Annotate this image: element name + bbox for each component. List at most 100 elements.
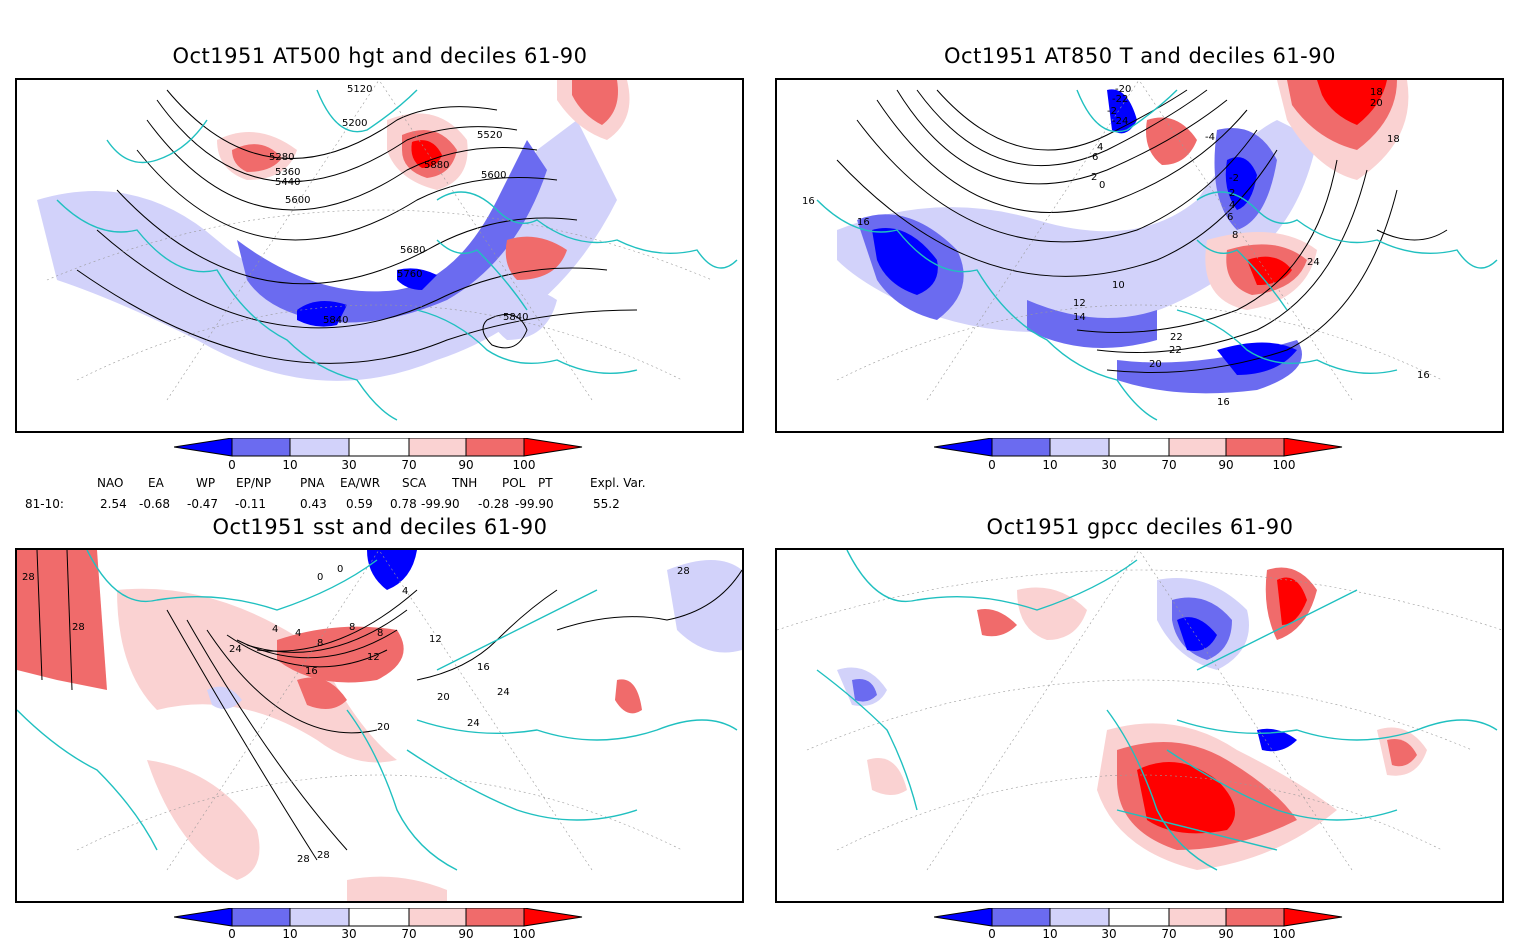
- contour-label: 2: [1229, 188, 1235, 199]
- colorbar-tick: 70: [1161, 927, 1176, 940]
- contour-label: 5880: [424, 160, 449, 171]
- colorbar-tick: 0: [228, 458, 236, 470]
- contour-label: -20: [1115, 84, 1131, 95]
- contour-label: 16: [477, 662, 490, 673]
- contour-label: -24: [1112, 116, 1128, 127]
- colorbar-bottom-left: 0 10 30 70 90 100: [174, 908, 583, 940]
- contour-label: -22: [1112, 94, 1128, 105]
- colorbar-tick: 30: [341, 458, 356, 470]
- contour-label: 2: [1091, 172, 1097, 183]
- contour-label: 8: [317, 638, 323, 649]
- map-at500-svg: 5120 5200 5280 5360 5440 5520 5600 5680 …: [17, 80, 742, 431]
- contour-label: 4: [295, 628, 301, 639]
- contour-label: 20: [437, 692, 450, 703]
- contour-label: 4: [1229, 200, 1235, 211]
- contour-label: 5280: [269, 152, 294, 163]
- contour-label: 5200: [342, 118, 367, 129]
- contour-label: 28: [297, 854, 310, 865]
- panel-title-at500: Oct1951 AT500 hgt and deciles 61-90: [172, 44, 588, 68]
- colorbar-tick: 0: [228, 927, 236, 940]
- colorbar-tick: 70: [401, 458, 416, 470]
- index-value: 55.2: [593, 497, 620, 511]
- index-value: -99.90: [421, 497, 460, 511]
- panel-title-gpcc: Oct1951 gpcc deciles 61-90: [986, 515, 1294, 539]
- contour-label: 6: [1092, 152, 1098, 163]
- panel-title-at850: Oct1951 AT850 T and deciles 61-90: [944, 44, 1336, 68]
- contour-label: 4: [272, 624, 278, 635]
- contour-label: 0: [337, 564, 343, 575]
- contour-label: 20: [377, 722, 390, 733]
- colorbar-tick: 100: [1273, 458, 1296, 470]
- index-value: 0.43: [300, 497, 327, 511]
- colorbar-tick: 10: [282, 458, 297, 470]
- contour-label: 5600: [285, 195, 310, 206]
- map-at850-svg: -20 -22 -24 -2 0 2 4 6 8 10 12 14 16 18 …: [802, 80, 1498, 421]
- contour-label: 20: [1149, 359, 1162, 370]
- contour-label: 5440: [275, 177, 300, 188]
- index-value: -99.90: [515, 497, 554, 511]
- contour-label: 24: [467, 718, 480, 729]
- contour-label: 8: [349, 622, 355, 633]
- index-header: PNA: [300, 476, 325, 490]
- contour-label: 5760: [397, 269, 422, 280]
- index-value: -0.11: [235, 497, 267, 511]
- map-sst-svg: 28 28 24 20 16 12 8 4 8 4 0 0 4 8 12 20 …: [17, 550, 742, 901]
- contour-label: 5600: [481, 170, 506, 181]
- index-header: POL: [502, 476, 526, 490]
- contour-label: 4: [1097, 142, 1103, 153]
- index-header: PT: [538, 476, 553, 490]
- colorbar-tick: 70: [1161, 458, 1176, 470]
- contour-label: 28: [72, 622, 85, 633]
- contour-label: 16: [1417, 370, 1430, 381]
- contour-label: 28: [677, 566, 690, 577]
- colorbar-tick: 90: [458, 927, 473, 940]
- contour-label: 14: [1073, 312, 1086, 323]
- contour-label: 8: [1232, 230, 1238, 241]
- index-value: -0.68: [139, 497, 171, 511]
- colorbar-tick: 10: [282, 927, 297, 940]
- colorbar-tick: 10: [1042, 458, 1057, 470]
- contour-label: 5840: [323, 315, 348, 326]
- map-at500: 5120 5200 5280 5360 5440 5520 5600 5680 …: [15, 78, 744, 433]
- colorbar-top-left: 0 10 30 70 90 100: [174, 438, 583, 470]
- index-value: -0.47: [187, 497, 219, 511]
- contour-label: 0: [1099, 180, 1105, 191]
- contour-label: 16: [802, 196, 815, 207]
- colorbar-tick: 100: [513, 927, 536, 940]
- map-gpcc-svg: [777, 550, 1502, 871]
- contour-label: 8: [377, 628, 383, 639]
- contour-label: 18: [1370, 87, 1383, 98]
- contour-label: 16: [305, 666, 318, 677]
- colorbar-tick: 70: [401, 927, 416, 940]
- panel-title-sst: Oct1951 sst and deciles 61-90: [212, 515, 548, 539]
- contour-label: 5520: [477, 130, 502, 141]
- index-value: 2.54: [100, 497, 127, 511]
- contour-label: 5840: [503, 312, 528, 323]
- index-header: SCA: [402, 476, 427, 490]
- index-value: 0.59: [346, 497, 373, 511]
- map-sst: 28 28 24 20 16 12 8 4 8 4 0 0 4 8 12 20 …: [15, 548, 744, 903]
- contour-label: 22: [1170, 332, 1183, 343]
- index-value: -0.28: [478, 497, 510, 511]
- contour-label: 12: [367, 652, 380, 663]
- contour-label: 16: [1217, 397, 1230, 408]
- contour-label: 6: [1227, 212, 1233, 223]
- contour-label: 24: [497, 687, 510, 698]
- contour-label: 20: [1370, 98, 1383, 109]
- colorbar-tick: 10: [1042, 927, 1057, 940]
- index-header: EA: [148, 476, 164, 490]
- contour-label: 5680: [400, 245, 425, 256]
- colorbar-tick: 100: [513, 458, 536, 470]
- contour-label: 5120: [347, 84, 372, 95]
- contour-label: 24: [229, 644, 242, 655]
- colorbar-tick: 30: [341, 927, 356, 940]
- colorbar-bottom-right: 0 10 30 70 90 100: [934, 908, 1343, 940]
- map-at850: -20 -22 -24 -2 0 2 4 6 8 10 12 14 16 18 …: [775, 78, 1504, 433]
- contour-label: 12: [429, 634, 442, 645]
- index-header: TNH: [452, 476, 478, 490]
- colorbar-tick: 100: [1273, 927, 1296, 940]
- contour-label: 12: [1073, 298, 1086, 309]
- contour-label: 0: [317, 572, 323, 583]
- contour-label: 28: [22, 572, 35, 583]
- contour-label: 4: [402, 586, 408, 597]
